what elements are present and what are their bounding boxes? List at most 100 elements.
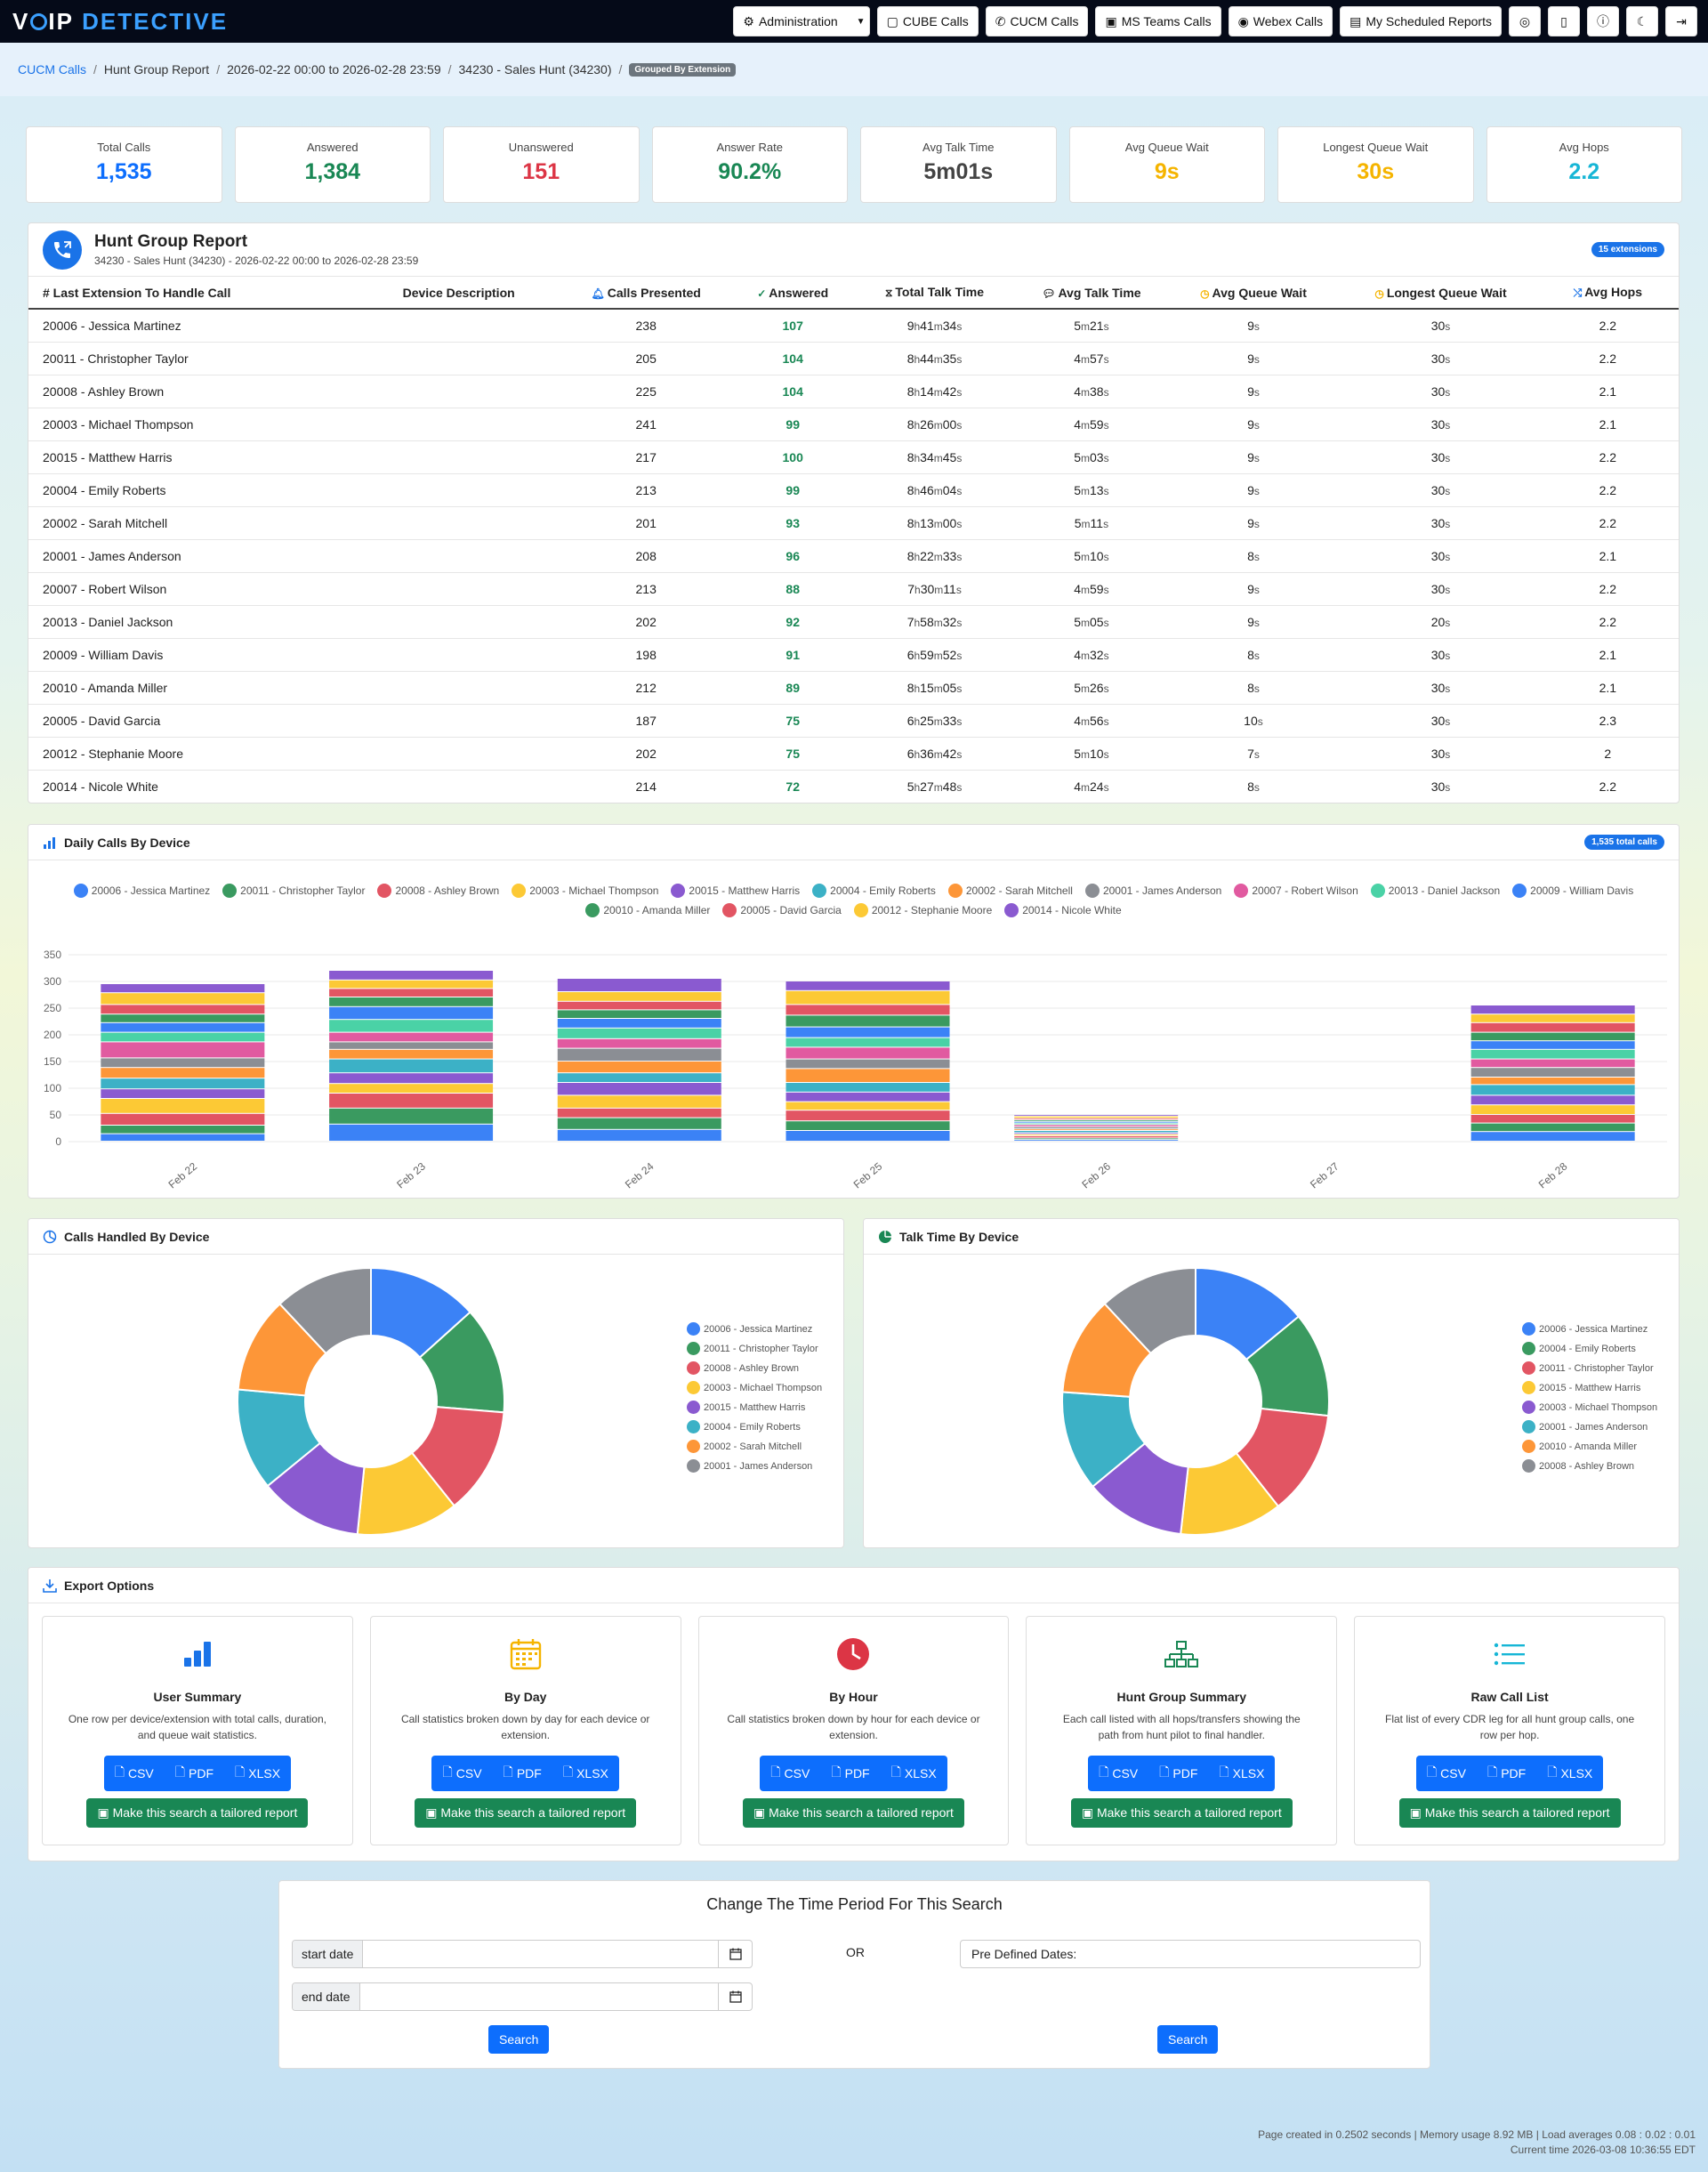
- table-row[interactable]: 20012 - Stephanie Moore 202 75 6h36m42s 5m10…: [28, 737, 1679, 771]
- tailored-report-button[interactable]: ▣ Make this search a tailored report: [743, 1798, 964, 1828]
- bar-segment[interactable]: [329, 1049, 494, 1059]
- bar-segment[interactable]: [557, 992, 721, 1001]
- bar-segment[interactable]: [557, 1048, 721, 1061]
- bar-segment[interactable]: [1014, 1115, 1179, 1116]
- predefined-dates-select[interactable]: Pre Defined Dates:: [960, 1940, 1421, 1968]
- bar-segment[interactable]: [1470, 1068, 1635, 1077]
- donut-slice[interactable]: [1103, 1266, 1196, 1355]
- bar-segment[interactable]: [1014, 1121, 1179, 1123]
- legend-item[interactable]: 20008 - Ashley Brown: [687, 1361, 822, 1375]
- calendar-icon[interactable]: [718, 1983, 752, 2010]
- bar-segment[interactable]: [786, 981, 950, 990]
- bar-segment[interactable]: [329, 997, 494, 1006]
- tailored-report-button[interactable]: ▣ Make this search a tailored report: [1398, 1798, 1621, 1828]
- user-profile-button[interactable]: ◎: [1509, 6, 1541, 36]
- bar-segment[interactable]: [1470, 1123, 1635, 1132]
- breadcrumb-cucm-link[interactable]: CUCM Calls: [18, 62, 86, 77]
- legend-item[interactable]: 20006 - Jessica Martinez: [687, 1322, 822, 1336]
- bar-segment[interactable]: [329, 1108, 494, 1124]
- table-row[interactable]: 20014 - Nicole White 214 72 5h27m48s 4m24s 8s…: [28, 770, 1679, 803]
- csv-button[interactable]: 🗋︎ CSV: [431, 1756, 492, 1791]
- table-row[interactable]: 20004 - Emily Roberts 213 99 8h46m04s 5m13s 9…: [28, 473, 1679, 507]
- bar-segment[interactable]: [786, 1047, 950, 1059]
- bar-segment[interactable]: [101, 1078, 265, 1089]
- bar-segment[interactable]: [101, 1089, 265, 1098]
- bar-segment[interactable]: [101, 1005, 265, 1014]
- legend-item[interactable]: 20008 - Ashley Brown: [377, 884, 499, 898]
- legend-item[interactable]: 20001 - James Anderson: [1084, 884, 1221, 898]
- legend-item[interactable]: 20004 - Emily Roberts: [812, 884, 936, 898]
- bar-segment[interactable]: [1014, 1125, 1179, 1126]
- bar-segment[interactable]: [101, 1014, 265, 1022]
- bar-segment[interactable]: [1470, 1005, 1635, 1014]
- logo[interactable]: V IP DETECTIVE: [12, 8, 228, 36]
- donut-slice[interactable]: [278, 1266, 372, 1355]
- legend-item[interactable]: 20005 - David Garcia: [722, 903, 842, 917]
- table-row[interactable]: 20002 - Sarah Mitchell 201 93 8h13m00s 5m11s…: [28, 506, 1679, 540]
- bar-segment[interactable]: [557, 1129, 721, 1141]
- bar-segment[interactable]: [329, 1059, 494, 1073]
- legend-item[interactable]: 20006 - Jessica Martinez: [1522, 1322, 1657, 1336]
- xlsx-button[interactable]: 🗋︎ XLSX: [1208, 1756, 1275, 1791]
- bar-segment[interactable]: [101, 1042, 265, 1058]
- legend-item[interactable]: 20013 - Daniel Jackson: [1370, 884, 1500, 898]
- column-header[interactable]: 💬︎ Avg Talk Time: [1020, 277, 1163, 310]
- column-header[interactable]: Device Description: [362, 277, 555, 310]
- bar-segment[interactable]: [1014, 1116, 1179, 1118]
- table-row[interactable]: 20008 - Ashley Brown 225 104 8h14m42s 4m38s 9…: [28, 375, 1679, 408]
- table-row[interactable]: 20003 - Michael Thompson 241 99 8h26m00s 4m5…: [28, 408, 1679, 441]
- column-header[interactable]: ⤭ Avg Hops: [1536, 277, 1679, 310]
- bar-segment[interactable]: [329, 1094, 494, 1108]
- bar-segment[interactable]: [786, 1005, 950, 1015]
- table-row[interactable]: 20006 - Jessica Martinez 238 107 9h41m34s 5m…: [28, 309, 1679, 343]
- cucm-calls-button[interactable]: ✆ CUCM Calls: [985, 6, 1089, 36]
- bar-segment[interactable]: [786, 1015, 950, 1027]
- bar-segment[interactable]: [786, 1059, 950, 1069]
- table-row[interactable]: 20010 - Amanda Miller 212 89 8h15m05s 5m26s 8…: [28, 671, 1679, 705]
- pdf-button[interactable]: 🗋︎ PDF: [1477, 1756, 1536, 1791]
- bar-segment[interactable]: [786, 1121, 950, 1130]
- column-header[interactable]: ◷ Longest Queue Wait: [1344, 277, 1537, 310]
- tailored-report-button[interactable]: ▣ Make this search a tailored report: [415, 1798, 637, 1828]
- csv-button[interactable]: 🗋︎ CSV: [760, 1756, 820, 1791]
- bar-segment[interactable]: [101, 1032, 265, 1042]
- bar-segment[interactable]: [329, 1020, 494, 1032]
- xlsx-button[interactable]: 🗋︎ XLSX: [881, 1756, 947, 1791]
- column-header[interactable]: # Last Extension To Handle Call: [28, 277, 363, 310]
- bar-segment[interactable]: [101, 1134, 265, 1141]
- bar-segment[interactable]: [1470, 1059, 1635, 1068]
- bar-segment[interactable]: [101, 1126, 265, 1134]
- teams-calls-button[interactable]: ▣ MS Teams Calls: [1095, 6, 1221, 36]
- bar-segment[interactable]: [557, 1010, 721, 1018]
- bar-segment[interactable]: [101, 1099, 265, 1113]
- bar-segment[interactable]: [329, 1084, 494, 1093]
- csv-button[interactable]: 🗋︎ CSV: [1088, 1756, 1148, 1791]
- xlsx-button[interactable]: 🗋︎ XLSX: [552, 1756, 619, 1791]
- legend-item[interactable]: 20011 - Christopher Taylor: [1522, 1361, 1657, 1375]
- help-button[interactable]: ⓘ: [1587, 6, 1619, 36]
- bar-segment[interactable]: [1470, 1022, 1635, 1032]
- bar-segment[interactable]: [1470, 1115, 1635, 1123]
- bar-segment[interactable]: [557, 1108, 721, 1118]
- administration-dropdown[interactable]: ⚙ Administration ▼: [733, 6, 870, 36]
- bar-segment[interactable]: [1014, 1138, 1179, 1140]
- bar-segment[interactable]: [786, 990, 950, 1005]
- bar-segment[interactable]: [1470, 1049, 1635, 1059]
- legend-item[interactable]: 20004 - Emily Roberts: [1522, 1342, 1657, 1355]
- table-row[interactable]: 20015 - Matthew Harris 217 100 8h34m45s 5m03…: [28, 440, 1679, 474]
- bar-segment[interactable]: [101, 1068, 265, 1078]
- bar-segment[interactable]: [786, 1027, 950, 1038]
- bar-segment[interactable]: [786, 1110, 950, 1121]
- bar-segment[interactable]: [557, 1118, 721, 1129]
- bar-segment[interactable]: [557, 1095, 721, 1108]
- pdf-button[interactable]: 🗋︎ PDF: [820, 1756, 880, 1791]
- table-row[interactable]: 20007 - Robert Wilson 213 88 7h30m11s 4m59s 9…: [28, 572, 1679, 606]
- search-button-dates[interactable]: Search: [488, 2025, 550, 2054]
- legend-item[interactable]: 20011 - Christopher Taylor: [687, 1342, 822, 1355]
- bar-segment[interactable]: [786, 1069, 950, 1082]
- table-row[interactable]: 20009 - William Davis 198 91 6h59m52s 4m32s 8…: [28, 638, 1679, 672]
- legend-item[interactable]: 20015 - Matthew Harris: [671, 884, 800, 898]
- bar-segment[interactable]: [1014, 1136, 1179, 1138]
- bar-segment[interactable]: [329, 980, 494, 989]
- bar-segment[interactable]: [101, 1113, 265, 1125]
